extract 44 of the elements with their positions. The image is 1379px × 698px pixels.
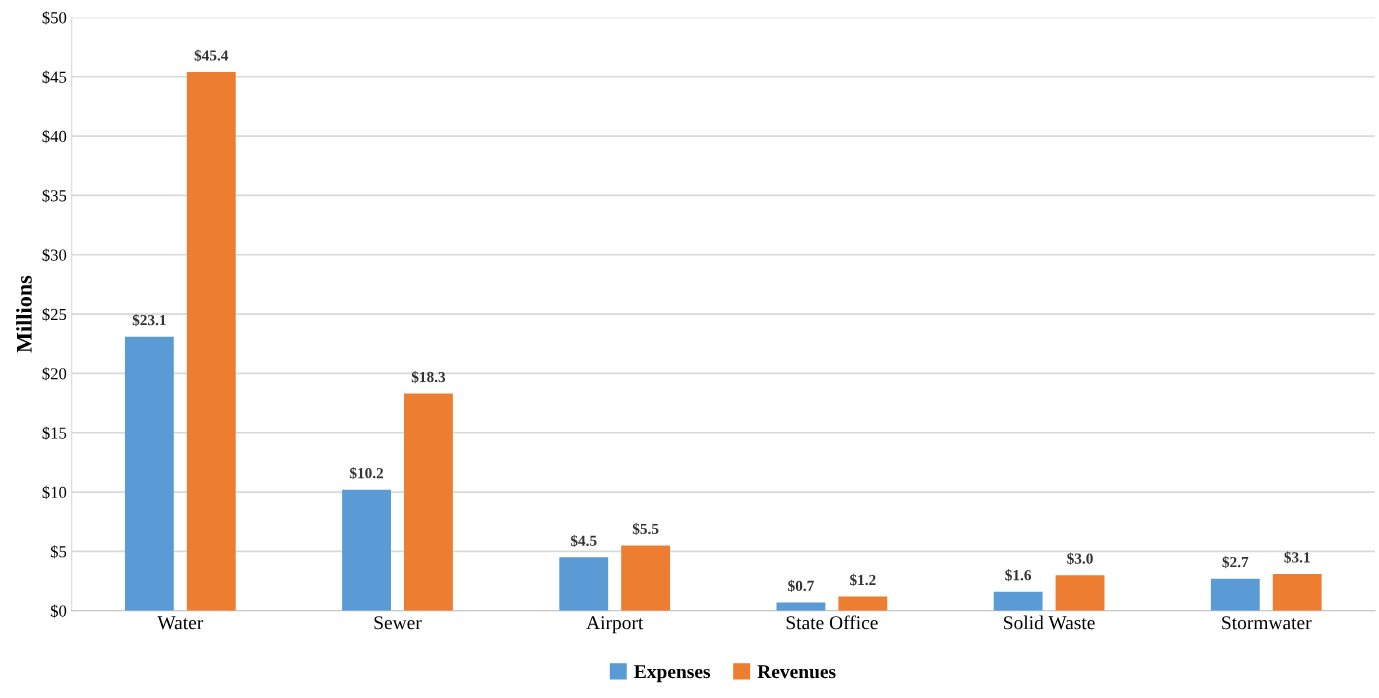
- x-tick-label: Sewer: [374, 616, 422, 630]
- data-label: $45.4: [194, 49, 229, 62]
- bar: [124, 336, 174, 611]
- bar: [1272, 573, 1322, 611]
- data-label: $5.5: [632, 522, 659, 536]
- data-label: $1.2: [850, 573, 876, 587]
- y-tick-label: $50: [42, 11, 67, 25]
- y-axis-title: Millions: [16, 275, 32, 353]
- data-label: $23.1: [132, 314, 166, 327]
- bar: [621, 545, 671, 611]
- data-label: $3.1: [1284, 551, 1310, 564]
- bar: [186, 72, 236, 611]
- x-tick-label: State Office: [786, 615, 878, 630]
- x-tick-label: Solid Waste: [1004, 615, 1095, 630]
- y-tick-label: $5: [50, 545, 67, 559]
- data-label: $4.5: [570, 534, 597, 547]
- bar: [404, 393, 453, 611]
- y-tick-label: $45: [42, 70, 67, 84]
- bar: [993, 591, 1043, 611]
- y-tick-label: $25: [42, 307, 67, 322]
- y-tick-label: $10: [42, 485, 67, 500]
- data-label: $1.6: [1005, 569, 1032, 582]
- y-tick-label: $0: [50, 604, 67, 618]
- legend-label: Revenues: [757, 665, 836, 679]
- x-tick-label: Airport: [586, 616, 644, 634]
- bar: [342, 489, 391, 611]
- bar: [559, 557, 609, 611]
- bar: [838, 596, 888, 611]
- data-label: $2.7: [1222, 556, 1249, 569]
- data-label: $0.7: [788, 579, 814, 593]
- x-tick-label: Water: [157, 616, 204, 630]
- y-tick-label: $30: [42, 248, 67, 262]
- data-label: $18.3: [411, 370, 446, 384]
- bar: [1210, 578, 1260, 611]
- data-label: $3.0: [1067, 552, 1093, 565]
- y-tick-label: $40: [42, 129, 67, 144]
- x-tick-label: Stormwater: [1222, 616, 1312, 630]
- y-tick-label: $35: [42, 189, 67, 203]
- bar: [776, 602, 826, 611]
- legend-label: Expenses: [634, 665, 711, 683]
- bar: [1055, 575, 1105, 611]
- data-label: $10.2: [349, 467, 384, 480]
- y-tick-label: $15: [42, 426, 67, 440]
- y-tick-label: $20: [42, 367, 67, 381]
